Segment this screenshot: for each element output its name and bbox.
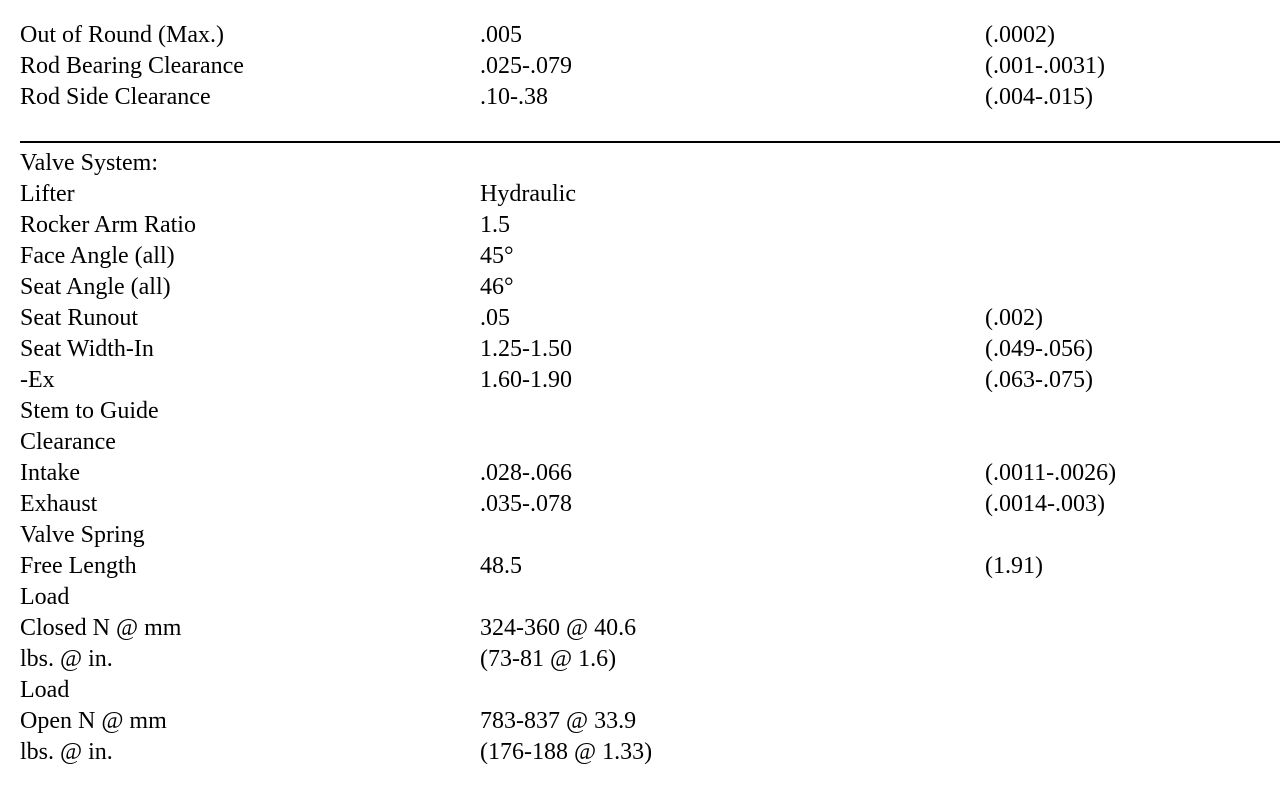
spec-metric-value: .028-.066: [480, 460, 572, 486]
spec-name: Valve Spring: [20, 522, 145, 548]
spec-row: Open N @ mm 783-837 @ 33.9: [20, 706, 1280, 737]
spec-name: Load: [20, 584, 70, 610]
spec-row: Rod Bearing Clearance .025-.079 (.001-.003…: [20, 51, 1280, 82]
spec-metric-value: 46°: [480, 274, 514, 300]
spec-row: Rod Side Clearance .10-.38 (.004-.015): [20, 82, 1280, 113]
spec-name: Free Length: [20, 553, 137, 579]
spec-metric-value: .10-.38: [480, 84, 548, 110]
connecting-rod-specs: Out of Round (Max.) .005 (.0002) Rod Bearin…: [20, 20, 1280, 113]
spec-name: Clearance: [20, 429, 116, 455]
spec-metric-value: .025-.079: [480, 53, 572, 79]
spec-name: Out of Round (Max.): [20, 22, 224, 48]
spec-row: Stem to Guide: [20, 396, 1280, 427]
section-divider: [20, 141, 1280, 143]
spec-row: Seat Angle (all) 46°: [20, 272, 1280, 303]
spec-metric-value: (176-188 @ 1.33): [480, 739, 653, 765]
spec-imperial-value: (1.91): [985, 553, 1043, 579]
spec-imperial-value: (.0011-.0026): [985, 460, 1117, 486]
spec-name: Exhaust: [20, 491, 98, 517]
spec-metric-value: 1.25-1.50: [480, 336, 572, 362]
spec-imperial-value: (.0014-.003): [985, 491, 1105, 517]
spec-name: Intake: [20, 460, 80, 486]
spec-name: Lifter: [20, 181, 75, 207]
spec-row: -Ex 1.60-1.90 (.063-.075): [20, 365, 1280, 396]
spec-row: Seat Width-In 1.25-1.50 (.049-.056): [20, 334, 1280, 365]
spec-metric-value: 1.60-1.90: [480, 367, 572, 393]
spec-name: Face Angle (all): [20, 243, 175, 269]
spec-row: Clearance: [20, 427, 1280, 458]
spec-name: Seat Angle (all): [20, 274, 171, 300]
spec-row: Intake .028-.066 (.0011-.0026): [20, 458, 1280, 489]
valve-system-specs: Valve System: Lifter Hydraulic Rocker Arm R…: [20, 148, 1280, 768]
spec-name: Rocker Arm Ratio: [20, 212, 196, 238]
spec-imperial-value: (.0002): [985, 22, 1055, 48]
spec-name: Seat Width-In: [20, 336, 154, 362]
spec-name: Stem to Guide: [20, 398, 159, 424]
spec-metric-value: 48.5: [480, 553, 522, 579]
spec-name: Seat Runout: [20, 305, 138, 331]
spec-row: Seat Runout .05 (.002): [20, 303, 1280, 334]
spec-metric-value: .05: [480, 305, 510, 331]
spec-row: Closed N @ mm 324-360 @ 40.6: [20, 613, 1280, 644]
spec-metric-value: Hydraulic: [480, 181, 576, 207]
spec-name: Load: [20, 677, 70, 703]
spec-imperial-value: (.001-.0031): [985, 53, 1105, 79]
spec-name: lbs. @ in.: [20, 646, 113, 672]
spec-metric-value: .005: [480, 22, 522, 48]
spec-row: Face Angle (all) 45°: [20, 241, 1280, 272]
spec-metric-value: .035-.078: [480, 491, 572, 517]
spec-metric-value: 324-360 @ 40.6: [480, 615, 637, 641]
spec-imperial-value: (.002): [985, 305, 1043, 331]
spec-name: -Ex: [20, 367, 55, 393]
spec-row: Rocker Arm Ratio 1.5: [20, 210, 1280, 241]
spec-row: Out of Round (Max.) .005 (.0002): [20, 20, 1280, 51]
spec-row: lbs. @ in. (73-81 @ 1.6): [20, 644, 1280, 675]
spec-metric-value: 1.5: [480, 212, 510, 238]
spec-metric-value: (73-81 @ 1.6): [480, 646, 617, 672]
spec-metric-value: 783-837 @ 33.9: [480, 708, 637, 734]
spec-row: Load: [20, 582, 1280, 613]
spec-name: Rod Bearing Clearance: [20, 53, 244, 79]
spec-imperial-value: (.063-.075): [985, 367, 1093, 393]
spec-row: Load: [20, 675, 1280, 706]
spec-row: Lifter Hydraulic: [20, 179, 1280, 210]
spec-row: Valve Spring: [20, 520, 1280, 551]
spec-imperial-value: (.049-.056): [985, 336, 1093, 362]
spec-name: lbs. @ in.: [20, 739, 113, 765]
spec-imperial-value: (.004-.015): [985, 84, 1093, 110]
spec-row: lbs. @ in. (176-188 @ 1.33): [20, 737, 1280, 768]
spec-row: Free Length 48.5 (1.91): [20, 551, 1280, 582]
spec-name: Closed N @ mm: [20, 615, 182, 641]
spec-name: Open N @ mm: [20, 708, 167, 734]
spec-row: Valve System:: [20, 148, 1280, 179]
spec-name: Rod Side Clearance: [20, 84, 211, 110]
spec-metric-value: 45°: [480, 243, 514, 269]
spec-name: Valve System:: [20, 150, 158, 176]
spec-row: Exhaust .035-.078 (.0014-.003): [20, 489, 1280, 520]
